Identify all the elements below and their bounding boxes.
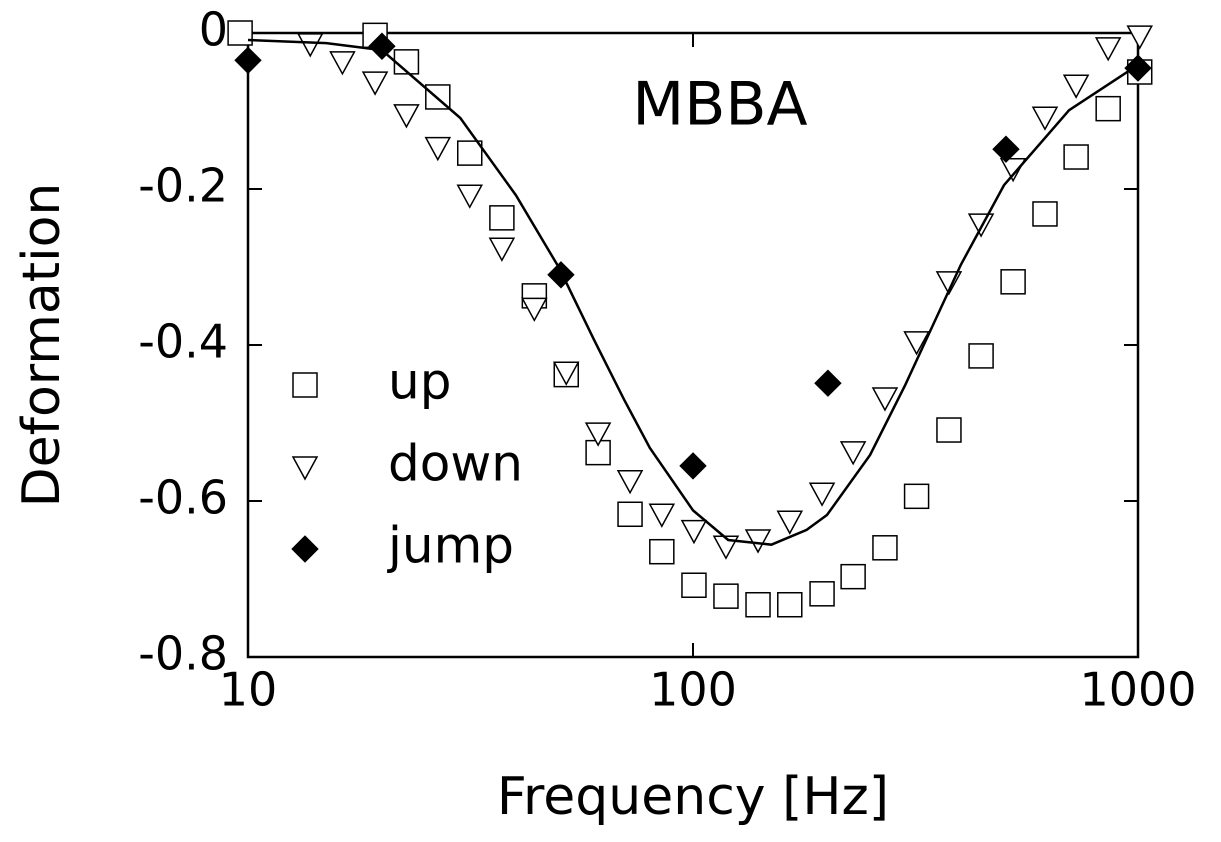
data-point [999,157,1027,183]
legend-marker [291,456,319,481]
data-point [712,535,740,560]
data-point [745,591,771,618]
data-point [648,503,676,528]
data-point [456,140,483,166]
data-point [840,563,866,590]
data-point [679,452,707,480]
data-point [814,369,842,397]
x-tick-label: 1000 [1079,663,1196,717]
data-point [713,583,739,609]
data-point [617,501,643,528]
x-tick-label: 10 [219,663,278,717]
data-point [1095,95,1121,122]
data-point [1094,37,1122,62]
data-point [296,33,324,58]
data-point [903,483,930,510]
data-point [680,519,708,545]
legend-marker [292,372,318,398]
data-point [809,581,835,607]
data-point [744,529,772,554]
y-tick-label: -0.4 [138,315,228,369]
data-point [1126,25,1153,50]
legend-marker [291,535,319,563]
y-axis-label: Deformation [12,183,72,508]
x-tick-label: 100 [649,663,737,717]
data-point [681,572,707,598]
y-tick-label: 0 [199,3,228,57]
annotation: MBBA [632,70,807,140]
y-tick-label: -0.8 [138,627,228,681]
data-point [616,469,644,495]
data-point [871,387,899,412]
data-point [649,538,675,565]
legend-label: down [388,435,523,493]
legend-label: up [388,353,451,411]
data-point [808,482,836,507]
data-point [488,237,516,262]
data-point [393,104,420,129]
data-point [903,331,930,356]
data-point [584,422,612,447]
data-point [368,32,396,60]
data-point [329,51,356,76]
data-point [776,510,804,535]
data-point [234,46,262,75]
data-point [992,135,1020,163]
data-point [1063,144,1089,170]
fit-line [247,38,1139,546]
data-point [1000,269,1026,295]
data-point [552,361,580,386]
data-point [456,184,484,209]
data-point [227,20,253,46]
x-axis-label: Frequency [Hz] [497,767,889,827]
data-point [777,591,803,618]
data-point [1031,106,1059,131]
data-point [547,261,575,289]
data-point [1124,54,1152,82]
data-point [872,535,898,561]
data-point [1062,74,1090,99]
data-point [968,343,994,369]
data-point [489,205,515,231]
data-point [521,297,548,322]
y-tick-label: -0.6 [138,471,228,525]
data-point [936,417,962,443]
data-point [839,441,867,466]
data-point [361,71,389,96]
data-point [1032,201,1058,227]
y-tick-label: -0.2 [138,159,228,213]
data-point [424,136,452,162]
legend-label: jump [387,517,514,575]
